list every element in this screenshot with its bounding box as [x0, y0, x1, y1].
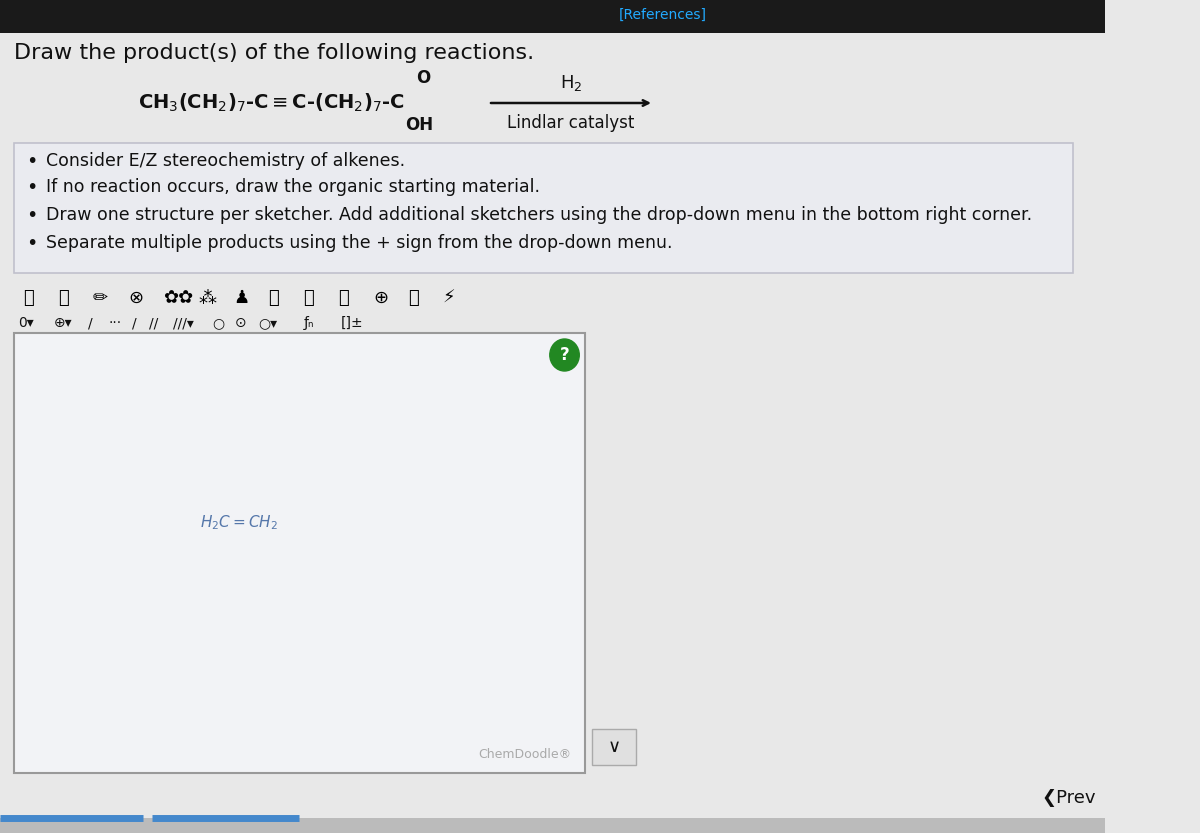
Bar	[592, 729, 636, 765]
Text: ⊙: ⊙	[235, 316, 246, 330]
Text: ✋: ✋	[23, 289, 34, 307]
Text: []±: []±	[341, 316, 364, 330]
Text: ⚡: ⚡	[443, 289, 456, 307]
Text: //: //	[149, 316, 158, 330]
Text: Separate multiple products using the + sign from the drop-down menu.: Separate multiple products using the + s…	[46, 234, 672, 252]
Text: Lindlar catalyst: Lindlar catalyst	[508, 114, 635, 132]
Text: 🔎: 🔎	[408, 289, 419, 307]
Text: ⊕▾: ⊕▾	[54, 316, 72, 330]
Text: If no reaction occurs, draw the organic starting material.: If no reaction occurs, draw the organic …	[46, 178, 540, 196]
Text: OH: OH	[404, 116, 433, 134]
Text: 🎵: 🎵	[268, 289, 278, 307]
Text: H$_2$: H$_2$	[559, 73, 582, 93]
Text: ⊗: ⊗	[128, 289, 143, 307]
Bar	[0, 0, 1105, 33]
Text: ChemDoodle®: ChemDoodle®	[479, 749, 571, 761]
Circle shape	[550, 339, 580, 371]
Text: •: •	[26, 206, 38, 225]
Text: •: •	[26, 152, 38, 171]
Text: 📷: 📷	[302, 289, 313, 307]
Text: Draw one structure per sketcher. Add additional sketchers using the drop-down me: Draw one structure per sketcher. Add add…	[46, 206, 1032, 224]
Text: /: /	[89, 316, 94, 330]
Bar	[14, 333, 584, 773]
Text: CH$_3$(CH$_2$)$_7$-C$\equiv$C-(CH$_2$)$_7$-C: CH$_3$(CH$_2$)$_7$-C$\equiv$C-(CH$_2$)$_…	[138, 92, 404, 114]
Text: 0▾: 0▾	[18, 316, 34, 330]
Text: Consider E/Z stereochemistry of alkenes.: Consider E/Z stereochemistry of alkenes.	[46, 152, 406, 170]
Text: O: O	[416, 69, 431, 87]
Text: ❮Prev: ❮Prev	[1042, 789, 1096, 807]
Text: ?: ?	[559, 346, 570, 364]
Text: ○: ○	[212, 316, 224, 330]
Text: 🔍: 🔍	[338, 289, 349, 307]
Text: ⊕: ⊕	[373, 289, 388, 307]
Text: ƒₙ: ƒₙ	[304, 316, 314, 330]
Text: 🔒: 🔒	[58, 289, 68, 307]
Text: ✿✿: ✿✿	[163, 289, 193, 307]
Text: ✏️: ✏️	[94, 289, 108, 307]
Text: ···: ···	[109, 316, 121, 330]
Text: •: •	[26, 177, 38, 197]
Text: H$_2$C$\mathregular{=}$CH$_2$: H$_2$C$\mathregular{=}$CH$_2$	[200, 514, 278, 532]
Text: ♟: ♟	[233, 289, 250, 307]
Text: ○▾: ○▾	[258, 316, 277, 330]
Text: [References]: [References]	[619, 8, 707, 22]
Bar	[14, 143, 1073, 273]
Text: •: •	[26, 233, 38, 252]
Text: /: /	[132, 316, 137, 330]
Text: ⁂: ⁂	[198, 289, 216, 307]
Text: ///▾: ///▾	[173, 316, 194, 330]
Text: Draw the product(s) of the following reactions.: Draw the product(s) of the following rea…	[14, 43, 534, 63]
Text: ∨: ∨	[607, 738, 620, 756]
Bar	[0, 818, 1105, 833]
